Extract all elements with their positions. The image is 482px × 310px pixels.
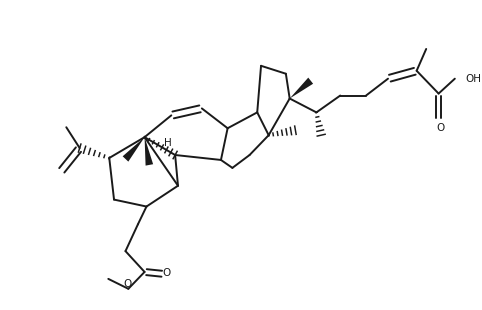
Text: O: O bbox=[436, 123, 444, 133]
Text: O: O bbox=[162, 268, 171, 278]
Text: O: O bbox=[123, 279, 132, 289]
Text: H: H bbox=[163, 138, 172, 148]
Polygon shape bbox=[145, 137, 153, 166]
Polygon shape bbox=[290, 78, 313, 99]
Polygon shape bbox=[122, 137, 145, 162]
Text: OH: OH bbox=[465, 74, 482, 84]
